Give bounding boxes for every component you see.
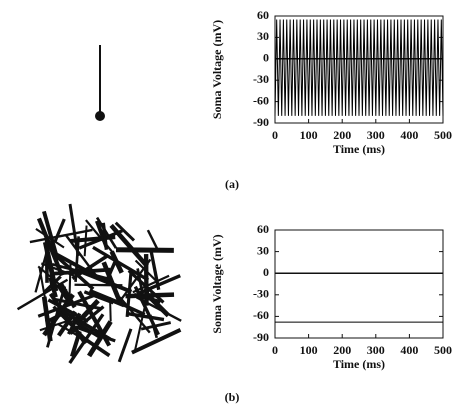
- dendrite: [61, 309, 111, 341]
- dendrite: [68, 203, 80, 257]
- x-tick-label: 200: [333, 128, 351, 142]
- neuron-a: [95, 45, 105, 121]
- x-tick-label: 300: [367, 343, 385, 357]
- dendrite: [140, 321, 172, 331]
- y-tick-label: -60: [253, 93, 269, 107]
- dendrite: [52, 305, 88, 343]
- x-tick-label: 0: [272, 343, 278, 357]
- dendrite: [83, 225, 88, 257]
- x-tick-label: 100: [300, 128, 318, 142]
- dendrite: [114, 221, 136, 242]
- dendrite: [71, 254, 108, 281]
- dendrite: [117, 328, 133, 363]
- y-tick-label: 0: [263, 51, 269, 65]
- dendrite: [68, 313, 105, 365]
- x-axis-label: Time (ms): [333, 357, 385, 371]
- dendrite: [109, 223, 149, 268]
- dendrite: [95, 216, 118, 249]
- dendrite: [40, 262, 75, 277]
- dendrite: [117, 258, 152, 305]
- dendrite: [37, 292, 98, 318]
- dendrite: [74, 283, 123, 287]
- dendrite: [134, 290, 150, 351]
- x-tick-label: 300: [367, 128, 385, 142]
- x-tick-label: 400: [400, 128, 418, 142]
- dendrite: [42, 210, 60, 261]
- y-tick-label: 60: [257, 222, 269, 236]
- dendrite: [146, 229, 160, 252]
- dendrite: [134, 259, 159, 283]
- x-tick-label: 500: [434, 343, 452, 357]
- y-tick-label: -90: [253, 330, 269, 344]
- x-axis-label: Time (ms): [333, 142, 385, 156]
- dendrite: [29, 228, 93, 244]
- dendrite: [85, 219, 114, 254]
- dendrite: [57, 323, 78, 337]
- dendrite: [54, 252, 111, 285]
- x-tick-label: 200: [333, 343, 351, 357]
- dendrite: [115, 247, 174, 253]
- dendrite: [42, 275, 62, 294]
- x-tick-label: 500: [434, 128, 452, 142]
- y-tick-label: -30: [253, 72, 269, 86]
- dendrite: [144, 292, 171, 318]
- dendrite: [35, 228, 65, 249]
- y-tick-label: 0: [263, 265, 269, 279]
- dendrite: [38, 267, 49, 312]
- plot-frame: [274, 229, 444, 339]
- panel-caption: (a): [225, 177, 239, 191]
- neuron-b: [16, 203, 182, 365]
- dendrite: [132, 274, 170, 294]
- dendrite: [125, 269, 133, 318]
- soma: [95, 111, 105, 121]
- y-tick-label: 60: [257, 8, 269, 22]
- y-tick-label: -30: [253, 287, 269, 301]
- y-axis-label: Soma Voltage (mV): [210, 234, 224, 333]
- dendrite: [109, 250, 124, 274]
- y-tick-label: 30: [257, 243, 269, 257]
- y-tick-label: -90: [253, 115, 269, 129]
- voltage-trace: [274, 19, 444, 116]
- dendrite: [70, 330, 82, 358]
- y-tick-label: -60: [253, 308, 269, 322]
- dendrite: [109, 297, 112, 322]
- dendrite: [53, 297, 102, 311]
- dendrite: [101, 222, 109, 250]
- dendrite: [131, 328, 182, 355]
- dendrite: [53, 218, 66, 242]
- y-axis-label: Soma Voltage (mV): [210, 20, 224, 119]
- x-tick-label: 0: [272, 128, 278, 142]
- dendrite: [104, 259, 118, 284]
- y-tick-label: 30: [257, 29, 269, 43]
- plot-frame: [274, 15, 444, 124]
- x-tick-label: 400: [400, 343, 418, 357]
- x-tick-label: 100: [300, 343, 318, 357]
- panel-caption: (b): [225, 390, 240, 404]
- dendrite: [148, 247, 161, 291]
- dendrite: [36, 217, 64, 277]
- dendrite: [46, 285, 67, 348]
